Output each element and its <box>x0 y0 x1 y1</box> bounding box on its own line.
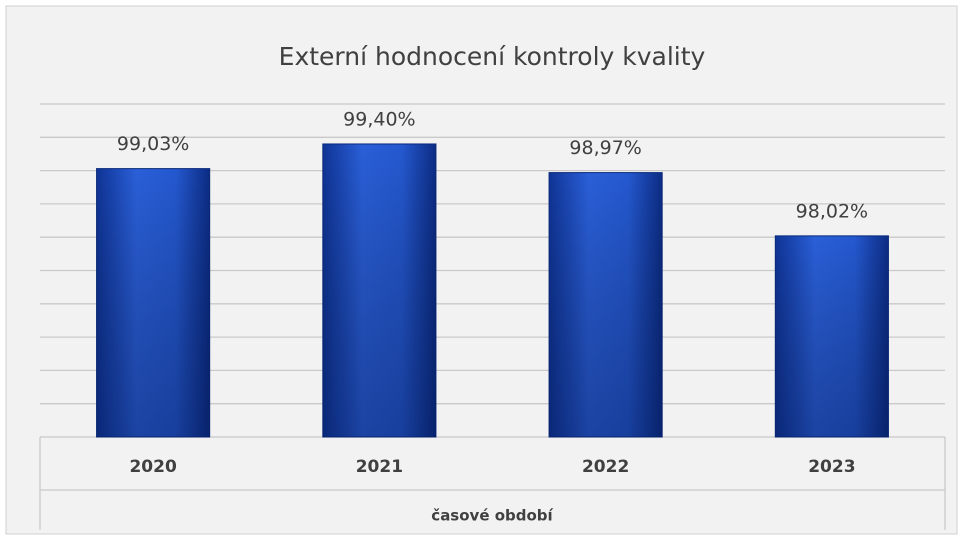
x-tick-label: 2023 <box>808 457 855 477</box>
x-axis-title: časové období <box>431 507 553 525</box>
x-tick-label: 2021 <box>356 457 403 477</box>
bar <box>322 143 437 438</box>
data-label: 99,03% <box>117 133 189 155</box>
x-tick-label: 2022 <box>582 457 629 477</box>
x-tick-label: 2020 <box>129 457 176 477</box>
data-label: 99,40% <box>343 108 415 130</box>
data-label: 98,97% <box>569 137 641 159</box>
chart-title: Externí hodnocení kontroly kvality <box>279 42 706 71</box>
bar <box>548 172 663 438</box>
data-label: 98,02% <box>796 200 868 222</box>
bar <box>774 235 889 438</box>
bar <box>96 168 211 438</box>
